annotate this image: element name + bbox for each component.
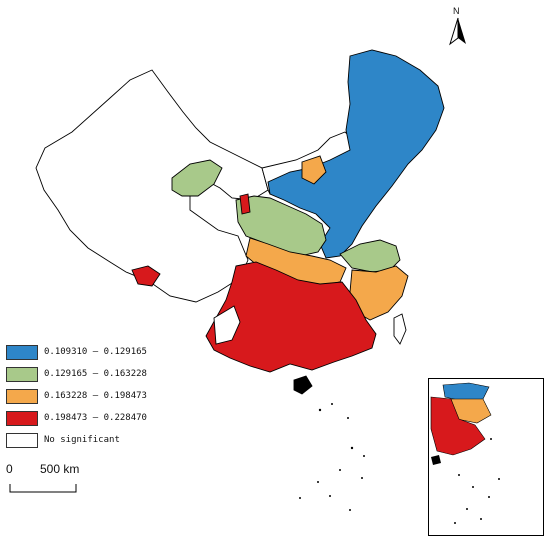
legend-swatch [6,366,38,382]
region-west-no-significant [35,69,269,303]
legend-item: 0.129165 — 0.163228 [6,363,206,385]
region-central-green [235,195,327,257]
scale-line [9,484,77,493]
inset-red [430,396,486,456]
legend-swatch [6,388,38,404]
legend-swatch [6,410,38,426]
region-east-green [339,239,401,273]
inset-blue [442,382,490,402]
legend-item: 0.163228 — 0.198473 [6,385,206,407]
north-label: N [453,6,460,16]
legend-swatch [6,344,38,360]
region-northeast-blue [267,49,445,259]
map-regions [35,49,445,395]
legend-label: 0.198473 — 0.228470 [44,413,147,423]
north-arrow-icon [449,17,466,46]
region-south-red [205,261,377,373]
scale-bar: 0 500 km [6,462,126,502]
region-taiwan [393,313,407,345]
south-china-sea-inset [428,378,544,536]
inset-map [430,382,500,524]
legend-item: No significant [6,429,206,451]
legend-item: 0.109310 — 0.129165 [6,341,206,363]
region-gansu-green [171,159,223,197]
region-sichuan-red [239,193,251,215]
north-arrow: N [446,6,470,46]
legend-label: No significant [44,435,120,445]
legend: 0.109310 — 0.129165 0.129165 — 0.163228 … [6,341,206,451]
region-south-no-significant [213,305,241,345]
legend-item: 0.198473 — 0.228470 [6,407,206,429]
south-sea-islands [299,403,365,511]
legend-label: 0.109310 — 0.129165 [44,347,147,357]
region-north-orange [301,155,327,185]
region-hainan [293,375,313,395]
scale-start-label: 0 [6,462,13,476]
inset-hainan [431,455,441,465]
inset-islands [454,438,500,524]
legend-swatch [6,432,38,448]
region-tibet-red [131,265,161,287]
legend-label: 0.129165 — 0.163228 [44,369,147,379]
legend-label: 0.163228 — 0.198473 [44,391,147,401]
scale-end-label: 500 km [40,462,80,476]
